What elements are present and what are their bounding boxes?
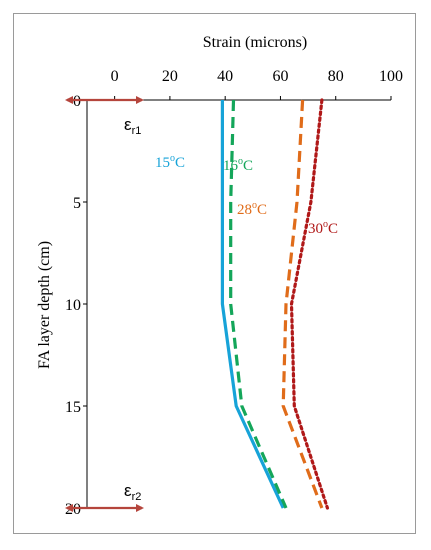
y-tick-label: 5 [73,195,81,212]
y-tick-label: 20 [65,501,81,518]
series-line-30 [289,98,329,510]
y-axis-ticks: 0 5 10 15 20 [65,93,87,518]
x-axis-title: Strain (microns) [203,34,307,51]
figure-frame [13,13,416,534]
x-tick-label: 0 [111,68,119,85]
x-tick-label: 100 [379,68,403,85]
series-labels: 15oC 16oC 28oC 30oC [155,153,338,237]
strain-annotations: εr1 εr2 [65,96,144,512]
series-lines [220,98,329,510]
x-tick-label: 60 [272,68,288,85]
series-line-16 [229,99,288,509]
strain-label-r2: εr2 [124,481,141,503]
series-label-16: 16oC [223,156,253,174]
x-axis-ticks: 0 20 40 60 80 100 [111,68,403,100]
strain-label-r1: εr1 [124,115,141,137]
y-tick-label: 0 [73,93,81,110]
y-tick-label: 10 [65,297,81,314]
y-axis-title: FA layer depth (cm) [36,241,53,369]
series-label-28: 28oC [237,200,267,218]
x-tick-label: 20 [162,68,178,85]
series-label-30: 30oC [308,219,338,237]
x-tick-label: 80 [328,68,344,85]
series-line-15 [220,100,285,509]
series-line-28 [281,99,324,509]
series-label-15: 15oC [155,153,185,171]
y-tick-label: 15 [65,399,81,416]
x-tick-label: 40 [217,68,233,85]
